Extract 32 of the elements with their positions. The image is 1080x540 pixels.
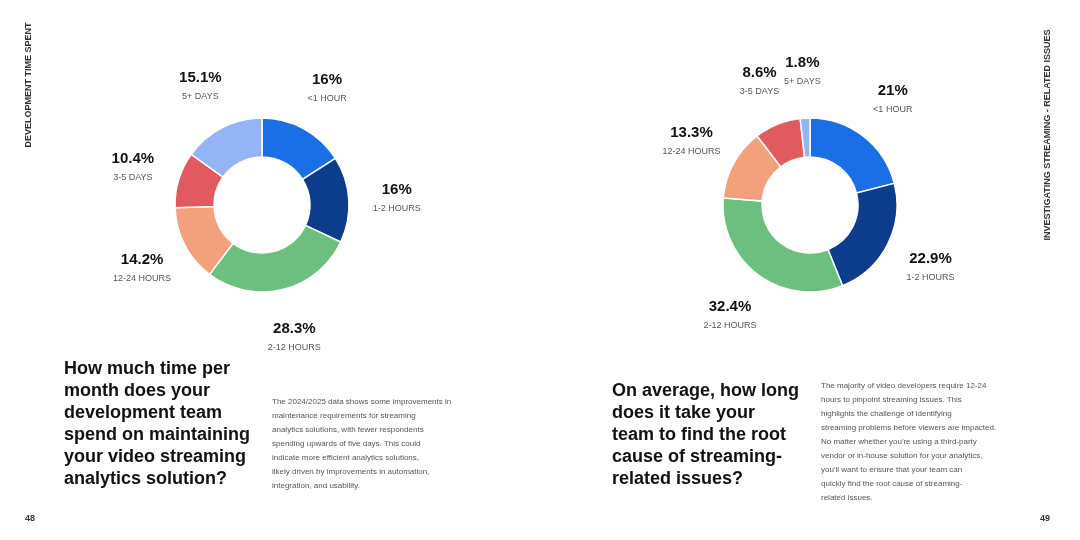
text: 49 <box>1039 513 1051 523</box>
text: 48 <box>24 513 36 523</box>
slice-label: 2-12 HOURS <box>703 319 757 330</box>
data-label: 13.3% <box>670 123 713 141</box>
text: INVESTIGATING STREAMING - RELATED ISSUES <box>1042 29 1052 241</box>
data-label: 15.1% <box>179 67 222 85</box>
data-label: 16% <box>381 179 412 197</box>
slice-label: 12-24 HOURS <box>113 273 172 284</box>
text: The majority of video developers require 12-24 hours to pinpoint streaming issues. This highlights the challenge of identifying streaming problems before viewers are impacted. No matter whether you're using a third-party vendor or in-house solution for your analytics, you'll want to ensure that your team can quickly find the root cause of streaming-related issues. <box>821 381 997 502</box>
data-label: 21% <box>877 81 908 99</box>
slice-label: <1 HOUR <box>873 104 913 115</box>
data-label: 10.4% <box>111 148 155 166</box>
data-label: 8.6% <box>742 62 777 80</box>
data-label: 16% <box>312 69 343 87</box>
slice-label: 2-12 HOURS <box>267 342 321 353</box>
data-label: 22.9% <box>909 248 952 266</box>
data-label: 1.8% <box>785 53 820 71</box>
text: DEVELOPMENT TIME SPENT <box>23 21 33 148</box>
slice-label: 3-5 DAYS <box>113 171 153 182</box>
text: How much time per month does your development team spend on maintaining your video streaming analytics solution? <box>64 358 251 488</box>
text: On average, how long does it take your team to find the root cause of streaming-related issues? <box>612 380 800 488</box>
slice-label: 5+ DAYS <box>784 76 821 87</box>
data-label: 32.4% <box>708 296 752 314</box>
slice-label: 3-5 DAYS <box>739 85 780 96</box>
slice-label: <1 HOUR <box>307 92 348 103</box>
slice-label: 1-2 HOURS <box>906 271 955 282</box>
data-label: 28.3% <box>273 319 316 337</box>
slice-label: 5+ DAYS <box>182 90 219 101</box>
text: The 2024/2025 data shows some improvements in maintenance requirements for streaming analytics solutions, with fewer respondents spending upwards of five days. This could indicate more efficient analytics solutions, likely driven by improvements in automation, integration, and usability. <box>272 397 452 490</box>
data-label: 14.2% <box>120 250 164 268</box>
slice-label: 1-2 HOURS <box>372 202 421 213</box>
slice-label: 12-24 HOURS <box>662 146 721 157</box>
